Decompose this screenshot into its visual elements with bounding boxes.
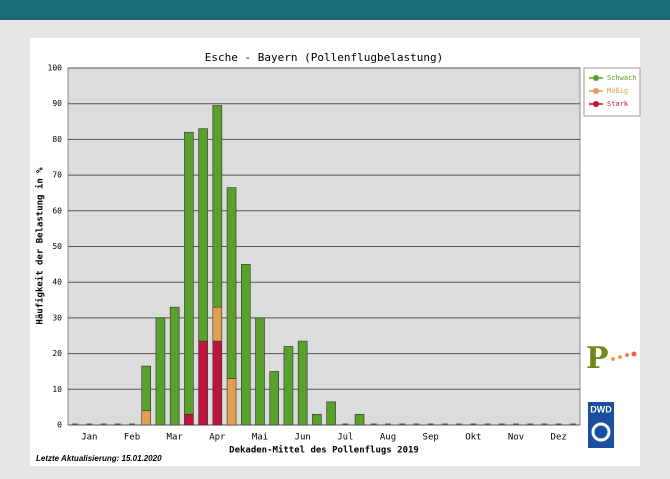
bar-segment (141, 365, 152, 412)
dwd-logo-mark (591, 422, 611, 442)
x-tick-label: Aug (380, 433, 396, 443)
bar-segment (326, 401, 336, 426)
y-tick-label: 30 (52, 313, 62, 322)
bar-segment (297, 340, 308, 426)
bar-segment (198, 340, 208, 426)
x-tick-label: Feb (124, 433, 140, 443)
bar-segment (240, 264, 251, 426)
bar-segment (283, 346, 294, 426)
x-tick-label: Apr (209, 433, 226, 443)
legend-label: Schwach (607, 74, 637, 82)
y-tick-label: 50 (52, 242, 62, 251)
svg-text:P: P (586, 341, 609, 376)
x-tick-label: Dez (551, 433, 567, 443)
bar-segment (269, 371, 280, 426)
y-tick-label: 10 (52, 385, 62, 394)
y-tick-label: 40 (52, 278, 62, 287)
legend-marker (593, 75, 599, 81)
pollen-logo: P (586, 341, 637, 376)
x-tick-label: Jan (81, 433, 97, 443)
x-tick-label: Jun (295, 433, 311, 443)
y-tick-label: 90 (52, 99, 62, 108)
bar-segment (226, 378, 237, 426)
bar-segment (169, 306, 180, 426)
dwd-logo-text: DWD (590, 404, 612, 414)
x-axis-label: Dekaden-Mittel des Pollenflugs 2019 (229, 445, 419, 456)
bar-segment (212, 340, 223, 426)
x-tick-label: Mar (167, 433, 184, 443)
y-axis-label: Häufigkeit der Belastung in % (35, 167, 46, 325)
y-tick-label: 60 (52, 206, 62, 215)
legend-label: Mäßig (607, 87, 628, 95)
bar-segment (212, 306, 223, 342)
bar-segment (354, 413, 365, 426)
bar-segment (155, 317, 166, 426)
bar-segment (184, 131, 194, 415)
y-tick-label: 20 (52, 349, 62, 358)
bar-segment (184, 413, 194, 426)
x-tick-label: Okt (465, 433, 481, 443)
chart-title: Esche - Bayern (Pollenflugbelastung) (205, 51, 443, 64)
legend-marker (593, 101, 599, 107)
y-tick-label: 0 (57, 421, 62, 430)
bar-segment (141, 410, 152, 426)
x-tick-label: Sep (423, 433, 439, 443)
bar-segment (226, 187, 237, 379)
top-bar (0, 0, 670, 20)
x-tick-label: Mai (252, 433, 268, 443)
bar-segment (212, 105, 223, 308)
y-tick-label: 100 (48, 64, 63, 73)
bar-segment (312, 413, 322, 426)
legend-label: Stark (607, 100, 629, 108)
y-tick-label: 70 (52, 171, 62, 180)
bar-segment (255, 317, 265, 426)
bar-segment (198, 128, 208, 342)
x-tick-label: Jul (337, 433, 353, 443)
legend-marker (593, 88, 599, 94)
footnote: Letzte Aktualisierung: 15.01.2020 (36, 454, 162, 463)
x-tick-label: Nov (508, 433, 524, 443)
y-tick-label: 80 (52, 135, 62, 144)
